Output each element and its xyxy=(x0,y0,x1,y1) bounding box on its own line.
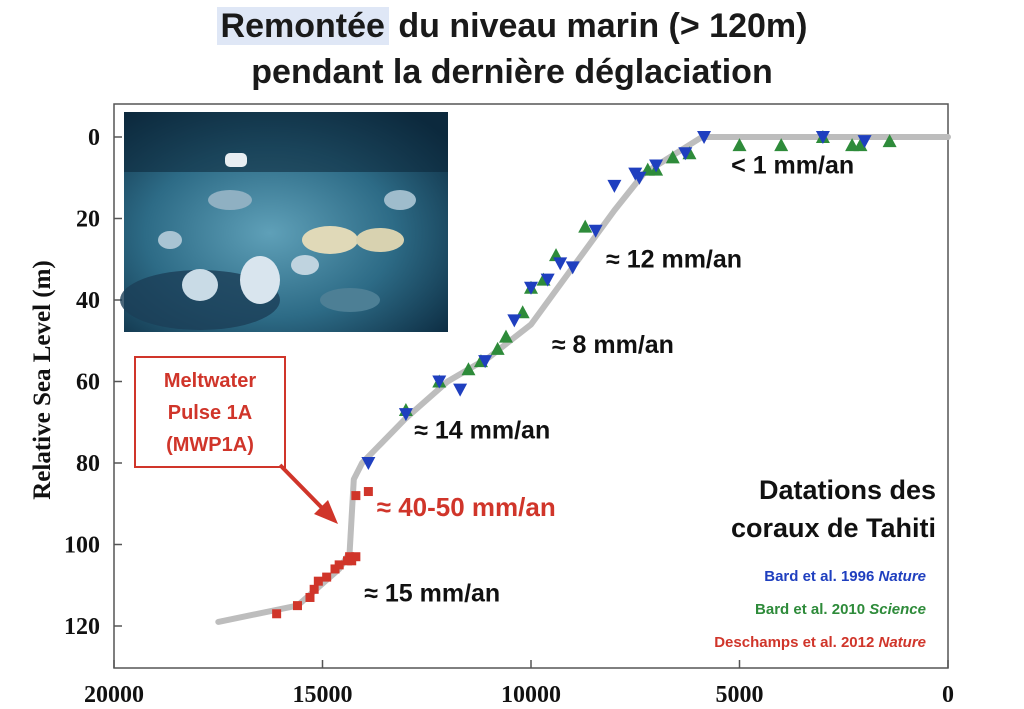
data-point xyxy=(498,329,513,343)
y-tick-labels: 0 20 40 60 80 100 120 xyxy=(64,125,100,640)
y-tick-label-100: 100 xyxy=(64,533,100,559)
data-point xyxy=(578,219,593,233)
y-axis-label: Relative Sea Level (m) xyxy=(29,260,56,500)
data-point xyxy=(665,150,680,164)
x-tick-label-5000: 5000 xyxy=(716,682,764,708)
bard-1996-points xyxy=(361,131,872,470)
data-point xyxy=(540,273,555,287)
mwp1a-box xyxy=(134,356,286,468)
data-point xyxy=(649,159,664,173)
data-point xyxy=(309,584,319,594)
data-point xyxy=(565,261,580,275)
data-point xyxy=(334,560,344,570)
mwp1a-arrowhead xyxy=(314,500,338,524)
data-point xyxy=(478,355,493,369)
data-point xyxy=(363,487,373,497)
x-tick-label-15000: 15000 xyxy=(293,682,353,708)
data-point xyxy=(272,609,282,619)
deschamps-2012-points xyxy=(272,487,373,619)
x-tick-label-20000: 20000 xyxy=(84,682,144,708)
rate-annotation-2: ≈ 8 mm/an xyxy=(552,331,674,359)
data-point xyxy=(322,572,332,582)
y-tick-label-20: 20 xyxy=(76,207,100,233)
data-point xyxy=(853,138,868,152)
mwp1a-arrow xyxy=(278,463,328,514)
legend-entries: Bard et al. 1996 Nature Bard et al. 2010 … xyxy=(714,568,926,651)
mwp1a-line2: Pulse 1A xyxy=(168,402,252,424)
data-point xyxy=(815,131,830,144)
data-point xyxy=(678,147,693,161)
rate-annotation-5: ≈ 15 mm/an xyxy=(364,580,500,608)
rate-annotation-0: < 1 mm/an xyxy=(731,152,854,180)
y-tick-label-40: 40 xyxy=(76,288,100,314)
rate-annotation-3: ≈ 14 mm/an xyxy=(414,417,550,445)
mwp1a-line3: (MWP1A) xyxy=(166,434,254,456)
mwp1a-callout: Meltwater Pulse 1A (MWP1A) xyxy=(134,356,338,524)
rate-annotations: < 1 mm/an ≈ 12 mm/an ≈ 8 mm/an ≈ 14 mm/an ≈ … xyxy=(364,152,854,608)
data-point xyxy=(351,552,361,562)
data-point xyxy=(453,383,468,397)
data-point xyxy=(553,257,568,271)
x-tick-label-0: 0 xyxy=(942,682,954,708)
coral-reef-photo xyxy=(120,112,448,332)
data-point xyxy=(305,592,315,602)
data-point xyxy=(292,601,302,611)
title-highlight: Remontée xyxy=(216,7,389,45)
y-tick-label-120: 120 xyxy=(64,614,100,640)
y-tick-label-80: 80 xyxy=(76,451,100,477)
rate-annotation-1: ≈ 12 mm/an xyxy=(606,245,742,273)
data-point xyxy=(490,341,505,355)
data-point xyxy=(524,281,538,295)
mwp1a-line1: Meltwater xyxy=(164,370,256,392)
x-tick-label-10000: 10000 xyxy=(501,682,561,708)
legend-entry-1: Bard et al. 2010 Science xyxy=(755,601,926,618)
data-point xyxy=(432,375,447,389)
data-point xyxy=(461,362,476,376)
data-point xyxy=(398,408,413,422)
data-point xyxy=(607,179,622,193)
data-point xyxy=(697,131,712,144)
data-point xyxy=(313,576,323,586)
y-tick-label-60: 60 xyxy=(76,370,100,396)
y-tick-label-0: 0 xyxy=(88,125,100,151)
legend: Datations des coraux de Tahiti Bard et a… xyxy=(714,475,936,651)
data-point xyxy=(351,491,361,501)
data-point xyxy=(732,138,747,152)
legend-entry-2: Deschamps et al. 2012 Nature xyxy=(714,634,926,651)
data-point xyxy=(361,457,376,470)
data-point xyxy=(507,314,522,328)
chart-title-line1: Remontée du niveau marin (> 120m) xyxy=(0,6,1024,46)
legend-title-line2: coraux de Tahiti xyxy=(731,513,936,543)
rate-annotation-4: ≈ 40-50 mm/an xyxy=(377,492,556,522)
chart-title-line2: pendant la dernière déglaciation xyxy=(251,53,773,91)
data-point xyxy=(857,135,872,149)
legend-title-line1: Datations des xyxy=(759,475,936,505)
data-point xyxy=(882,134,897,148)
axis-ticks xyxy=(113,136,949,668)
data-point xyxy=(588,224,603,238)
legend-entry-0: Bard et al. 1996 Nature xyxy=(764,568,926,585)
data-point xyxy=(774,138,789,152)
data-point xyxy=(632,171,647,185)
x-tick-labels: 20000 15000 10000 5000 0 xyxy=(84,682,954,708)
title-rest: du niveau marin (> 120m) xyxy=(388,7,808,45)
